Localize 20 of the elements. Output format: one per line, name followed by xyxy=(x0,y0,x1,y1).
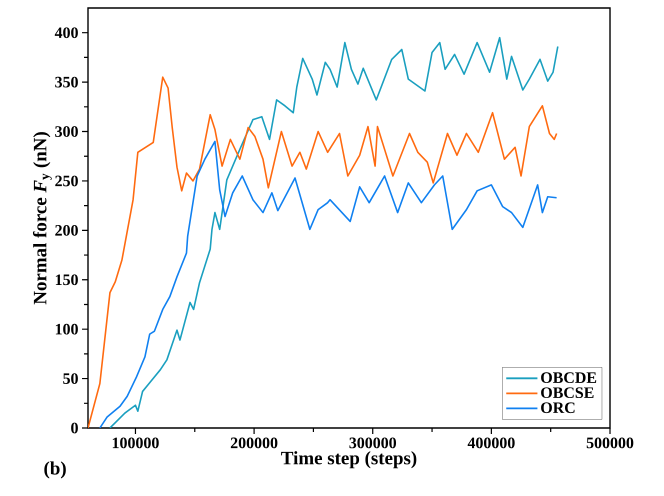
legend-label: ORC xyxy=(541,402,575,414)
y-tick-label: 300 xyxy=(55,126,78,137)
legend-label: OBCDE xyxy=(541,372,596,384)
y-tick-label: 200 xyxy=(55,224,78,236)
text: (b) xyxy=(44,461,66,478)
x-tick-label: 500000 xyxy=(586,438,634,448)
legend-label: OBCSE xyxy=(541,387,594,398)
x-tick-label: 100000 xyxy=(112,438,159,448)
x-tick-label: 400000 xyxy=(468,438,515,448)
y-tick-label: 250 xyxy=(55,176,78,186)
y-tick-label: 350 xyxy=(55,76,78,88)
y-tick-label: 150 xyxy=(56,274,78,286)
y-tick-label: 0 xyxy=(71,422,78,434)
x-axis-title: Time step (steps) xyxy=(281,451,416,468)
y-tick-label: 100 xyxy=(56,324,78,335)
y-axis-title: Normal force F$_{y}$ (nN) xyxy=(32,132,52,304)
x-tick-label: 300000 xyxy=(349,438,396,448)
y-tick-label: 50 xyxy=(63,373,78,384)
y-tick-label: 400 xyxy=(54,27,78,38)
x-tick-label: 200000 xyxy=(230,438,278,448)
